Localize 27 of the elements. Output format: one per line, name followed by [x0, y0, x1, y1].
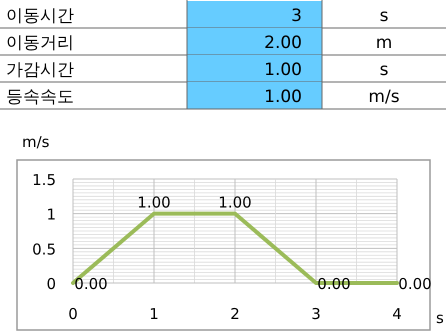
- x-tick-label: 2: [230, 305, 240, 323]
- text: 3: [291, 6, 302, 26]
- data-label: 0.00: [398, 275, 432, 293]
- y-tick-label: 0: [46, 275, 56, 293]
- x-tick-label: 4: [392, 305, 402, 323]
- text: 1.00: [264, 87, 302, 107]
- x-tick-label: 3: [311, 305, 321, 323]
- text: 가감시간: [6, 60, 74, 80]
- text: m/s: [368, 87, 400, 107]
- text: 2.00: [264, 33, 302, 53]
- text: m: [376, 33, 392, 53]
- y-tick-label: 0.5: [32, 240, 56, 258]
- text: 이동거리: [6, 33, 74, 53]
- x-tick-label: 1: [149, 305, 159, 323]
- y-tick-label: 1: [46, 206, 56, 224]
- y-axis-title: m/s: [22, 133, 50, 151]
- text: 등속속도: [6, 87, 74, 107]
- data-label: 1.00: [137, 194, 171, 212]
- data-label: 0.00: [74, 275, 108, 293]
- text: s: [380, 6, 389, 26]
- text: 이동시간: [6, 6, 74, 26]
- data-label: 1.00: [218, 194, 252, 212]
- x-axis-title: s: [436, 309, 444, 327]
- y-tick-label: 1.5: [32, 171, 56, 189]
- x-tick-label: 0: [68, 305, 78, 323]
- text: s: [380, 60, 389, 80]
- text: 1.00: [264, 60, 302, 80]
